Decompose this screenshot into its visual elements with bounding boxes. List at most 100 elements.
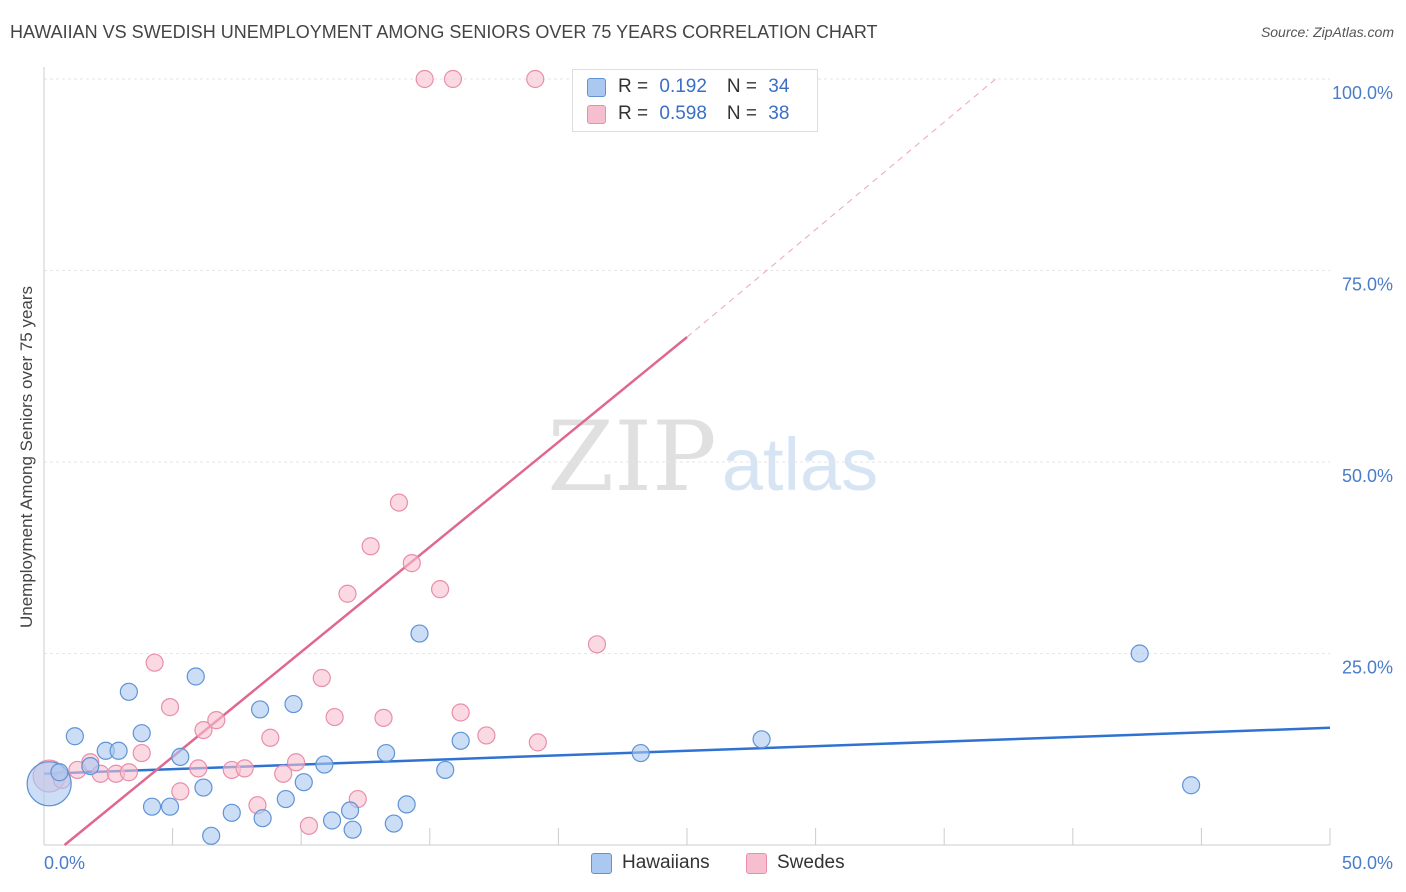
y-tick-label: 100.0% (1332, 83, 1393, 103)
swedes-point (325, 707, 344, 727)
swedes-point (430, 580, 450, 599)
swedes-point (526, 69, 545, 89)
swedes-point (451, 703, 470, 722)
hawaiians-point (384, 814, 403, 833)
hawaiians-point (451, 731, 470, 750)
series-legend: Hawaiians Swedes (0, 852, 1406, 876)
r-label: R = (618, 103, 654, 124)
swedes-point (207, 711, 226, 730)
x-tick-label-max: 50.0% (1342, 853, 1393, 873)
chart-title: HAWAIIAN VS SWEDISH UNEMPLOYMENT AMONG S… (10, 22, 878, 42)
swedes-trend-extension (686, 78, 996, 338)
legend-row-hawaiians: R = 0.192 N = 34 (587, 75, 789, 99)
hawaiians-point (343, 820, 362, 839)
hawaiians-point (119, 682, 138, 701)
hawaiians-point (81, 757, 100, 776)
r-value: 0.598 (659, 103, 707, 124)
hawaiians-point (284, 694, 303, 714)
hawaiians-point (132, 724, 151, 743)
swedes-point (160, 698, 180, 717)
hawaiians-legend-swatch (591, 852, 612, 874)
swedes-point (171, 782, 190, 801)
axes (43, 67, 1331, 846)
hawaiians-point (202, 826, 221, 845)
hawaiians-point (376, 743, 396, 763)
swedes-point (119, 763, 138, 782)
swedes-point (194, 720, 213, 740)
hawaiians-point (322, 811, 342, 830)
hawaiians-point (250, 700, 270, 719)
hawaiians-swatch (587, 77, 606, 97)
swedes-point (235, 759, 254, 778)
swedes-legend-swatch (746, 852, 767, 874)
hawaiians-trend-line (43, 726, 1331, 776)
hawaiians-point (294, 773, 313, 792)
swedes-point (361, 537, 380, 556)
swedes-point (338, 584, 357, 603)
swedes-trend-line (63, 336, 688, 846)
hawaiians-point (109, 741, 128, 760)
correlation-legend: R = 0.192 N = 34 R = 0.598 N = 38 (572, 69, 818, 132)
swedes-point (587, 635, 607, 654)
x-tick-label-min: 0.0% (44, 853, 85, 873)
swedes-point (286, 753, 306, 772)
y-tick-label: 25.0% (1342, 658, 1393, 678)
hawaiians-point (171, 747, 190, 767)
r-value: 0.192 (659, 76, 707, 97)
hawaiians-point (752, 730, 771, 749)
hawaiians-point (1130, 644, 1149, 663)
y-tick-label: 50.0% (1342, 466, 1393, 486)
hawaiians-legend-label: Hawaiians (622, 852, 710, 873)
watermark-zip: ZIP (547, 401, 716, 513)
swedes-point (374, 708, 393, 727)
data-points (26, 69, 1201, 845)
hawaiians-point (222, 803, 241, 822)
source-label: Source: ZipAtlas.com (1260, 24, 1394, 40)
grid-lines (44, 78, 1330, 654)
n-value: 34 (768, 76, 790, 97)
swedes-point (299, 816, 319, 835)
swedes-point (389, 493, 409, 512)
legend-item-swedes: Swedes (746, 852, 845, 874)
swedes-point (274, 764, 293, 783)
hawaiians-point (397, 795, 416, 814)
swedes-point (145, 653, 164, 672)
y-tick-label: 75.0% (1342, 275, 1393, 295)
hawaiians-point (315, 755, 334, 774)
x-tick-labels: 0.0% 50.0% (44, 853, 1393, 873)
n-label: N = (726, 103, 763, 124)
swedes-legend-label: Swedes (777, 852, 845, 873)
hawaiians-point (340, 801, 360, 820)
hawaiians-point (276, 789, 295, 809)
swedes-point (415, 69, 434, 89)
swedes-point (477, 726, 496, 745)
hawaiians-point (186, 667, 205, 686)
hawaiians-point (253, 809, 272, 828)
trend-lines (43, 78, 1331, 846)
hawaiians-point (410, 624, 429, 643)
legend-row-swedes: R = 0.598 N = 38 (587, 102, 789, 126)
watermark: ZIP atlas (547, 401, 878, 513)
swedes-point (402, 554, 421, 573)
swedes-point (261, 728, 280, 747)
hawaiians-point (65, 727, 84, 746)
swedes-point (312, 668, 331, 688)
swedes-point (443, 69, 463, 89)
swedes-swatch (587, 104, 606, 124)
swedes-point (132, 743, 151, 763)
watermark-atlas: atlas (722, 423, 878, 506)
hawaiians-point (50, 763, 69, 782)
hawaiians-point (631, 743, 650, 763)
n-label: N = (726, 76, 763, 97)
swedes-point (189, 759, 208, 778)
n-value: 38 (768, 103, 790, 124)
hawaiians-point (194, 778, 213, 797)
hawaiians-point (142, 797, 162, 816)
y-tick-labels: 25.0% 50.0% 75.0% 100.0% (1332, 83, 1393, 678)
hawaiians-point (436, 760, 455, 780)
hawaiians-point (1182, 776, 1201, 795)
r-label: R = (618, 76, 654, 97)
legend-item-hawaiians: Hawaiians (591, 852, 710, 874)
swedes-point (528, 733, 547, 752)
